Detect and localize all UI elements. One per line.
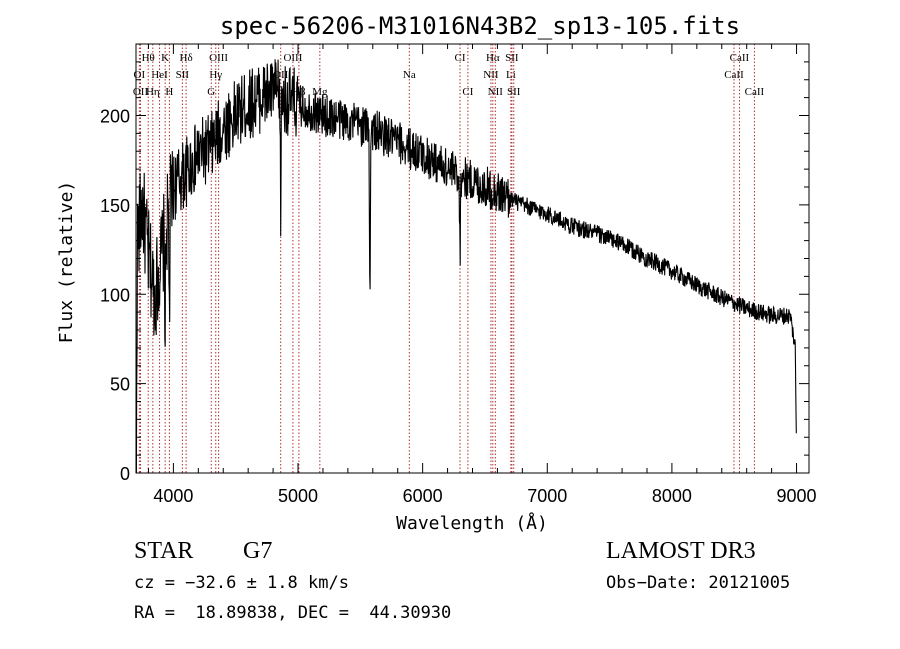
observation-date: Obs−Date: 20121005 — [606, 573, 791, 593]
line-marker-label-17: CaII — [724, 69, 744, 81]
x-axis-label: Wavelength (Å) — [396, 512, 548, 534]
line-marker-label-4: OIII — [283, 52, 302, 64]
x-axis-ticks: 4000 5000 6000 7000 8000 9000 — [147, 44, 817, 506]
line-marker-label-15: NII — [483, 69, 499, 81]
line-marker-label-16: Li — [506, 69, 516, 81]
spectrum-line — [135, 59, 797, 474]
line-marker-label-20: H — [165, 86, 173, 98]
x-tick-label-1: 5000 — [278, 486, 318, 506]
line-marker-label-6: Hα — [486, 52, 500, 64]
line-marker-label-27: CaII — [745, 86, 765, 98]
line-marker-label-23: Mg — [312, 86, 328, 98]
line-marker-label-24: CI — [462, 86, 473, 98]
line-marker-label-11: SII — [176, 69, 190, 81]
object-class: STAR — [134, 538, 194, 564]
survey-name: LAMOST DR3 — [606, 538, 756, 564]
x-tick-label-4: 8000 — [652, 486, 692, 506]
line-marker-label-0: Hθ — [142, 52, 155, 64]
y-tick-label-2: 100 — [100, 285, 130, 305]
line-marker-label-1: K — [161, 52, 169, 64]
line-marker-label-21: G — [207, 86, 215, 98]
line-marker-label-2: Hδ — [180, 52, 193, 64]
x-tick-label-5: 9000 — [777, 486, 817, 506]
y-tick-label-4: 200 — [100, 107, 130, 127]
line-marker-label-19: Hη — [146, 86, 160, 98]
x-tick-label-2: 6000 — [403, 486, 443, 506]
line-marker-label-18: OII — [133, 86, 149, 98]
spectrum-series — [135, 59, 797, 474]
y-tick-label-0: 0 — [120, 464, 130, 484]
line-marker-label-7: SII — [505, 52, 519, 64]
line-marker-label-14: Na — [403, 69, 416, 81]
x-tick-label-0: 4000 — [153, 486, 193, 506]
line-marker-label-8: CaII — [730, 52, 750, 64]
coordinates-text: RA = 18.89838, DEC = 44.30930 — [134, 603, 452, 623]
redshift-text: cz = −32.6 ± 1.8 km/s — [134, 573, 349, 593]
line-marker-label-25: NII — [488, 86, 504, 98]
x-tick-label-3: 7000 — [527, 486, 567, 506]
object-subclass: G7 — [243, 538, 273, 564]
line-marker-label-12: Hγ — [209, 69, 222, 81]
line-marker-label-9: OI — [134, 69, 146, 81]
y-tick-label-3: 150 — [100, 196, 130, 216]
y-axis-label: Flux (relative) — [56, 181, 77, 344]
line-marker-label-10: HeI — [151, 69, 168, 81]
line-marker-label-3: OIII — [209, 52, 228, 64]
line-marker-label-26: SII — [507, 86, 521, 98]
chart-title: spec-56206-M31016N43B2_sp13-105.fits — [220, 12, 740, 40]
y-tick-label-1: 50 — [110, 375, 130, 395]
line-marker-label-5: CI — [455, 52, 466, 64]
y-axis-ticks: 0 50 100 150 200 — [100, 61, 809, 484]
